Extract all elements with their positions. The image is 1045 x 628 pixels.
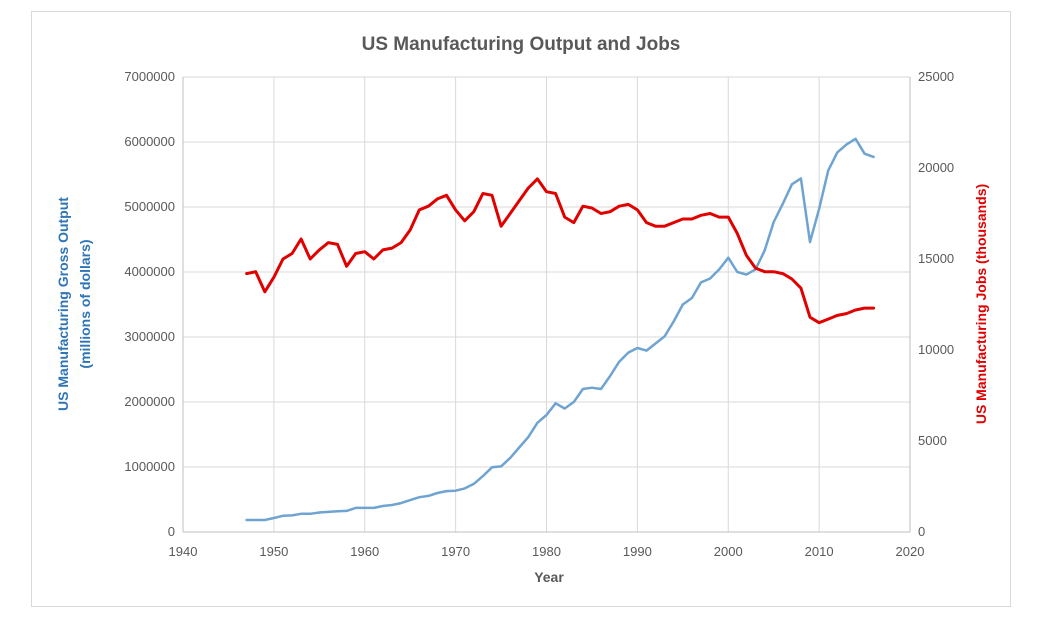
x-tick-label: 2020 (896, 544, 925, 559)
right-tick-label: 10000 (918, 342, 954, 357)
right-tick-label: 15000 (918, 251, 954, 266)
left-axis-label-line2: (millions of dollars) (77, 239, 93, 368)
output-series-line (245, 137, 875, 522)
left-tick-label: 5000000 (124, 199, 175, 214)
left-axis-label-group: US Manufacturing Gross Output (millions … (55, 197, 93, 411)
right-tick-label: 0 (918, 524, 925, 539)
right-tick-label: 5000 (918, 433, 947, 448)
left-tick-label: 6000000 (124, 134, 175, 149)
left-tick-label: 2000000 (124, 394, 175, 409)
right-tick-label: 25000 (918, 69, 954, 84)
tick-labels: 0 1000000 2000000 3000000 4000000 5000000 6000… (124, 69, 954, 559)
left-tick-label: 3000000 (124, 329, 175, 344)
x-tick-label: 1990 (623, 544, 652, 559)
right-axis-label-group: US Manufacturing Jobs (thousands) (973, 184, 989, 424)
x-tick-label: 2000 (714, 544, 743, 559)
series-layer (245, 137, 876, 522)
x-axis-label: Year (534, 569, 564, 585)
x-tick-label: 1960 (350, 544, 379, 559)
left-tick-label: 0 (168, 524, 175, 539)
chart-area (31, 11, 1011, 607)
chart-title: US Manufacturing Output and Jobs (362, 34, 681, 55)
x-tick-label: 1970 (441, 544, 470, 559)
gridlines (183, 76, 911, 532)
x-tick-label: 1980 (532, 544, 561, 559)
left-tick-label: 1000000 (124, 459, 175, 474)
left-axis-label-line1: US Manufacturing Gross Output (55, 197, 71, 411)
jobs-series-line (245, 177, 876, 325)
right-axis-label: US Manufacturing Jobs (thousands) (973, 184, 989, 424)
left-tick-label: 7000000 (124, 69, 175, 84)
x-tick-label: 2010 (805, 544, 834, 559)
axes (182, 77, 911, 533)
right-tick-label: 20000 (918, 160, 954, 175)
x-tick-label: 1950 (259, 544, 288, 559)
x-tick-label: 1940 (169, 544, 198, 559)
left-tick-label: 4000000 (124, 264, 175, 279)
